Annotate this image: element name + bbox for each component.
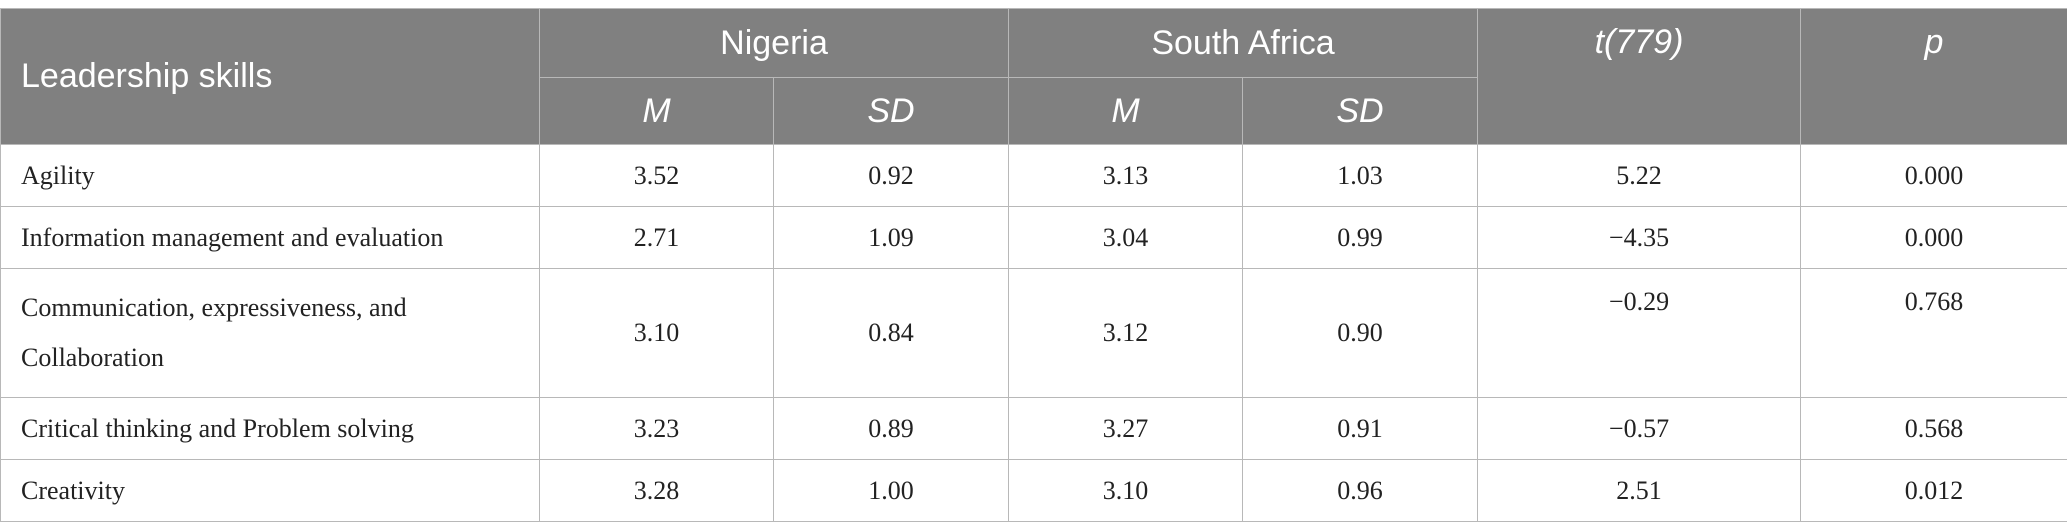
south-africa-sd-cell: 0.91: [1242, 397, 1478, 460]
south-africa-mean-cell: 3.27: [1008, 397, 1243, 460]
nigeria-mean-cell: 3.52: [539, 144, 774, 207]
south-africa-mean-cell: 3.12: [1008, 268, 1243, 398]
south-africa-sd-cell: 0.99: [1242, 206, 1478, 269]
header-p-value: p: [1800, 8, 2067, 145]
p-value-cell: 0.000: [1800, 206, 2067, 269]
nigeria-sd-cell: 0.92: [773, 144, 1009, 207]
header-leadership-skills: Leadership skills: [0, 8, 540, 145]
nigeria-mean-cell: 3.28: [539, 459, 774, 522]
nigeria-sd-cell: 0.84: [773, 268, 1009, 398]
table-row: Communication, expressiveness, and Colla…: [0, 268, 2067, 398]
t-value-cell: −0.29: [1477, 268, 1801, 398]
p-value-cell: 0.012: [1800, 459, 2067, 522]
row-label: Communication, expressiveness, and Colla…: [0, 268, 540, 398]
p-value-cell: 0.768: [1800, 268, 2067, 398]
south-africa-sd-cell: 0.96: [1242, 459, 1478, 522]
row-label: Information management and evaluation: [0, 206, 540, 269]
table-row: Creativity 3.28 1.00 3.10 0.96 2.51 0.01…: [0, 459, 2067, 522]
row-label: Creativity: [0, 459, 540, 522]
row-label: Agility: [0, 144, 540, 207]
table-body: Agility 3.52 0.92 3.13 1.03 5.22 0.000 I…: [0, 144, 2067, 522]
nigeria-mean-cell: 2.71: [539, 206, 774, 269]
table-header: Leadership skills Nigeria South Africa t…: [0, 8, 2067, 145]
t-value-cell: −4.35: [1477, 206, 1801, 269]
header-row-1: Leadership skills Nigeria South Africa t…: [0, 8, 2067, 145]
nigeria-sd-cell: 1.09: [773, 206, 1009, 269]
nigeria-sd-cell: 0.89: [773, 397, 1009, 460]
row-label: Critical thinking and Problem solving: [0, 397, 540, 460]
header-nigeria-sd: SD: [773, 77, 1009, 145]
header-south-africa: South Africa: [1008, 8, 1478, 78]
t-value-cell: −0.57: [1477, 397, 1801, 460]
south-africa-mean-cell: 3.10: [1008, 459, 1243, 522]
header-south-africa-sd: SD: [1242, 77, 1478, 145]
leadership-skills-table-wrapper: Leadership skills Nigeria South Africa t…: [0, 8, 2067, 522]
south-africa-sd-cell: 0.90: [1242, 268, 1478, 398]
p-value-cell: 0.000: [1800, 144, 2067, 207]
nigeria-mean-cell: 3.23: [539, 397, 774, 460]
header-nigeria-mean: M: [539, 77, 774, 145]
t-value-cell: 5.22: [1477, 144, 1801, 207]
header-south-africa-mean: M: [1008, 77, 1243, 145]
table-row: Information management and evaluation 2.…: [0, 206, 2067, 269]
nigeria-sd-cell: 1.00: [773, 459, 1009, 522]
table-row: Critical thinking and Problem solving 3.…: [0, 397, 2067, 460]
south-africa-mean-cell: 3.04: [1008, 206, 1243, 269]
south-africa-mean-cell: 3.13: [1008, 144, 1243, 207]
header-nigeria: Nigeria: [539, 8, 1009, 78]
table-row: Agility 3.52 0.92 3.13 1.03 5.22 0.000: [0, 144, 2067, 207]
south-africa-sd-cell: 1.03: [1242, 144, 1478, 207]
t-value-cell: 2.51: [1477, 459, 1801, 522]
header-t-statistic: t(779): [1477, 8, 1801, 145]
nigeria-mean-cell: 3.10: [539, 268, 774, 398]
leadership-skills-table: Leadership skills Nigeria South Africa t…: [0, 8, 2067, 522]
p-value-cell: 0.568: [1800, 397, 2067, 460]
header-row-2: M SD M SD: [1, 77, 2067, 145]
